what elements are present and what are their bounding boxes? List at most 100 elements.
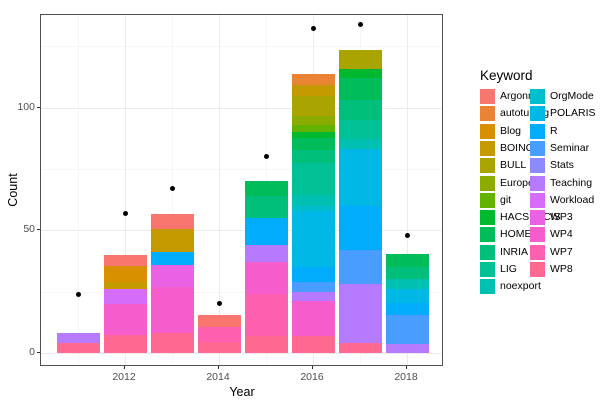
bar-segment-2014-Argonne (197, 314, 241, 328)
legend-label: INRIA (500, 245, 529, 258)
bar-segment-2017-Teaching (338, 284, 382, 344)
legend-item-Seminar: Seminar (530, 140, 589, 156)
y-tick-label: 50 (23, 223, 35, 236)
legend-item-Workload: Workload (530, 192, 594, 208)
bar-segment-2013-WP8 (150, 333, 194, 353)
bar-segment-2018-Seminar (385, 314, 429, 345)
bar-segment-2017-WP8 (338, 343, 382, 353)
bar-segment-2016-HACSPECIS (291, 132, 335, 139)
legend-swatch-BULL (480, 158, 495, 174)
legend-swatch-Europe (480, 175, 495, 191)
legend-label: Blog (500, 124, 522, 137)
bar-segment-2018-R (385, 302, 429, 315)
legend-label: WP7 (550, 245, 573, 258)
x-tick-label: 2012 (112, 371, 136, 383)
point-2013 (169, 186, 175, 191)
bar-segment-2015-WP7 (244, 294, 288, 336)
legend-swatch-WP3 (530, 210, 545, 226)
bar-segment-2011-Teaching (56, 333, 100, 344)
legend-item-POLARIS: POLARIS (530, 106, 596, 122)
bar-segment-2016-LIG (291, 162, 335, 195)
legend-item-autotuning: autotuning (480, 106, 549, 122)
bar-segment-2017-POLARIS (338, 149, 382, 206)
bar-segment-2016-OrgMode (291, 205, 335, 211)
legend-label: POLARIS (550, 107, 596, 120)
legend-item-Teaching: Teaching (530, 175, 592, 191)
bar-segment-2011-WP8 (56, 343, 100, 353)
legend-item-WP4: WP4 (530, 227, 578, 243)
legend-swatch-Blog (480, 123, 495, 139)
bar-segment-2018-noexport (385, 279, 429, 290)
bar-segment-2017-BULL (338, 49, 382, 70)
legend-item-OrgMode: OrgMode (530, 89, 594, 104)
bar-segment-2016-HOME (291, 138, 335, 151)
x-tick-label: 2016 (300, 371, 324, 383)
bar-segment-2017-LIG (338, 119, 382, 140)
legend-label: WP8 (550, 263, 573, 275)
legend-swatch-HOME (480, 227, 495, 243)
point-2015 (263, 154, 269, 160)
legend-item-BOINC: BOINC (480, 140, 533, 156)
y-tick (37, 229, 40, 231)
bar-segment-2016-git (291, 124, 335, 133)
bar-segment-2015-INRIA (244, 195, 288, 218)
bar-segment-2012-Argonne (103, 254, 147, 266)
x-tick (406, 366, 407, 369)
bar-segment-2016-WP8 (291, 335, 335, 353)
legend-item-INRIA: INRIA (480, 244, 529, 260)
legend-label: LIG (500, 263, 517, 275)
gridline-y-minor (41, 291, 442, 293)
x-tick (312, 366, 313, 369)
legend-swatch-OrgMode (530, 89, 545, 104)
bar-segment-2016-R (291, 267, 335, 282)
legend-label: WP3 (550, 211, 573, 224)
bar-segment-2012-WP8 (103, 334, 147, 353)
legend-swatch-autotuning (480, 106, 495, 122)
gridline-y-major (41, 107, 442, 109)
legend-item-HOME: HOME (480, 227, 532, 243)
bar-segment-2016-noexport (291, 194, 335, 206)
legend-swatch-Teaching (530, 175, 545, 191)
point-2011 (75, 291, 81, 297)
bar-segment-2018-HOME (385, 253, 429, 268)
legend-swatch-R (530, 123, 545, 139)
legend-label: WP4 (550, 228, 573, 241)
point-2017 (357, 21, 363, 27)
legend-swatch-LIG (480, 262, 495, 277)
legend-label: Workload (550, 193, 595, 206)
bar-segment-2016-WP4 (291, 301, 335, 336)
x-tick (124, 366, 125, 369)
legend-swatch-Workload (530, 192, 545, 208)
legend-swatch-BOINC (480, 140, 495, 156)
legend-item-LIG: LIG (480, 262, 528, 277)
legend-item-Europe: Europe (480, 175, 534, 191)
bar-segment-2016-BOINC (291, 85, 335, 97)
x-tick (218, 366, 219, 369)
legend-item-WP7: WP7 (530, 244, 578, 260)
gridline-y-minor (41, 168, 442, 170)
y-axis-title: Count (6, 173, 20, 207)
legend-label: Stats (550, 159, 574, 172)
legend-item-R: R (530, 123, 578, 139)
bar-segment-2016-Teaching (291, 291, 335, 302)
bar-segment-2015-Teaching (244, 244, 288, 263)
point-2018 (404, 232, 410, 238)
bar-segment-2016-BULL (291, 96, 335, 117)
legend-label: OrgMode (550, 90, 594, 102)
legend-swatch-POLARIS (530, 106, 545, 122)
point-2014 (216, 301, 222, 307)
bar-segment-2013-BOINC (150, 229, 194, 253)
bar-segment-2013-R (150, 252, 194, 265)
bar-segment-2018-Teaching (385, 344, 429, 353)
bar-segment-2016-Seminar (291, 281, 335, 292)
legend-swatch-Seminar (530, 140, 545, 156)
bar-segment-2012-WP4 (103, 303, 147, 335)
bar-segment-2015-R (244, 217, 288, 245)
bar-segment-2017-HACSPECIS (338, 69, 382, 79)
bar-segment-2015-HOME (244, 181, 288, 196)
bar-segment-2012-BOINC (103, 281, 147, 290)
legend-item-noexport: noexport (480, 279, 541, 295)
y-tick (37, 352, 40, 353)
bar-segment-2014-WP8 (197, 341, 241, 353)
bar-segment-2014-WP7 (197, 327, 241, 342)
